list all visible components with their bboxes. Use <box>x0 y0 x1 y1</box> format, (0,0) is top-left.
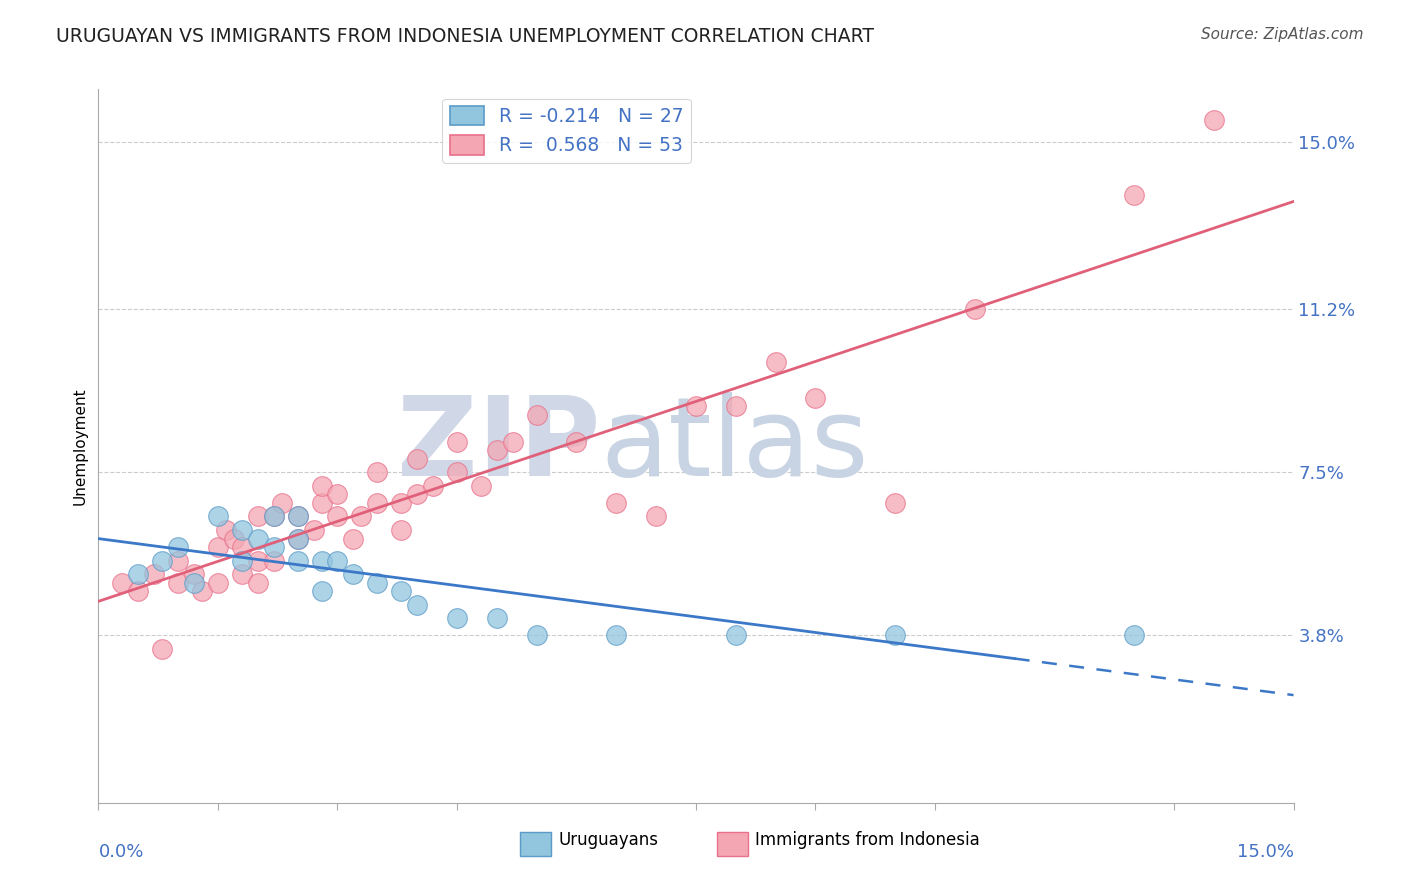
Point <box>1123 188 1146 202</box>
Y-axis label: Unemployment: Unemployment <box>72 387 87 505</box>
Point <box>183 575 205 590</box>
Text: Source: ZipAtlas.com: Source: ZipAtlas.com <box>1201 27 1364 42</box>
Point <box>207 509 229 524</box>
Point <box>270 496 292 510</box>
Point <box>326 509 349 524</box>
Point <box>231 566 253 581</box>
Point <box>342 532 364 546</box>
Point <box>502 434 524 449</box>
Point <box>183 566 205 581</box>
Text: 0.0%: 0.0% <box>98 843 143 861</box>
Point <box>263 509 285 524</box>
Point <box>406 487 429 501</box>
Point <box>287 532 309 546</box>
Point <box>605 496 627 510</box>
Point <box>167 575 190 590</box>
Point <box>326 487 349 501</box>
Point <box>231 553 253 567</box>
Point <box>311 584 333 599</box>
Point <box>485 611 508 625</box>
Point <box>350 509 373 524</box>
Point <box>167 541 190 555</box>
Point <box>884 496 907 510</box>
Point <box>246 509 269 524</box>
Point <box>287 553 309 567</box>
Point <box>207 575 229 590</box>
Point <box>246 553 269 567</box>
Point <box>446 466 468 480</box>
Point <box>287 509 309 524</box>
Point <box>127 584 149 599</box>
Point <box>143 566 166 581</box>
Point <box>526 628 548 642</box>
Point <box>167 553 190 567</box>
Point <box>342 566 364 581</box>
Point <box>311 553 333 567</box>
Text: ZIP: ZIP <box>396 392 600 500</box>
Point <box>724 400 747 414</box>
Point <box>470 478 492 492</box>
Point <box>222 532 245 546</box>
Point <box>263 509 285 524</box>
Point <box>231 541 253 555</box>
Text: Immigrants from Indonesia: Immigrants from Indonesia <box>755 831 980 849</box>
Point <box>605 628 627 642</box>
Point <box>685 400 707 414</box>
Point <box>127 566 149 581</box>
Point <box>311 478 333 492</box>
Point <box>389 584 412 599</box>
Point <box>526 408 548 422</box>
Point <box>231 523 253 537</box>
Point <box>765 355 787 369</box>
Point <box>422 478 444 492</box>
FancyBboxPatch shape <box>520 832 551 856</box>
Point <box>263 541 285 555</box>
Point <box>804 391 827 405</box>
Point <box>366 575 388 590</box>
Text: URUGUAYAN VS IMMIGRANTS FROM INDONESIA UNEMPLOYMENT CORRELATION CHART: URUGUAYAN VS IMMIGRANTS FROM INDONESIA U… <box>56 27 875 45</box>
Point <box>263 553 285 567</box>
Point <box>1202 113 1225 128</box>
Point <box>724 628 747 642</box>
Point <box>389 496 412 510</box>
Text: Uruguayans: Uruguayans <box>558 831 658 849</box>
Text: atlas: atlas <box>600 392 869 500</box>
Point <box>287 509 309 524</box>
Point <box>1123 628 1146 642</box>
Point <box>207 541 229 555</box>
Point <box>366 496 388 510</box>
Point <box>246 575 269 590</box>
Point <box>366 466 388 480</box>
Point <box>963 302 986 317</box>
FancyBboxPatch shape <box>717 832 748 856</box>
Point <box>287 532 309 546</box>
Point <box>150 553 173 567</box>
Point <box>446 434 468 449</box>
Text: 15.0%: 15.0% <box>1236 843 1294 861</box>
Point <box>446 611 468 625</box>
Legend: R = -0.214   N = 27, R =  0.568   N = 53: R = -0.214 N = 27, R = 0.568 N = 53 <box>443 99 690 163</box>
Point <box>246 532 269 546</box>
Point <box>406 452 429 467</box>
Point <box>326 553 349 567</box>
Point <box>645 509 668 524</box>
Point <box>302 523 325 537</box>
Point <box>215 523 238 537</box>
Point <box>884 628 907 642</box>
Point <box>311 496 333 510</box>
Point <box>565 434 588 449</box>
Point <box>150 641 173 656</box>
Point <box>389 523 412 537</box>
Point <box>111 575 134 590</box>
Point <box>191 584 214 599</box>
Point <box>406 598 429 612</box>
Point <box>485 443 508 458</box>
